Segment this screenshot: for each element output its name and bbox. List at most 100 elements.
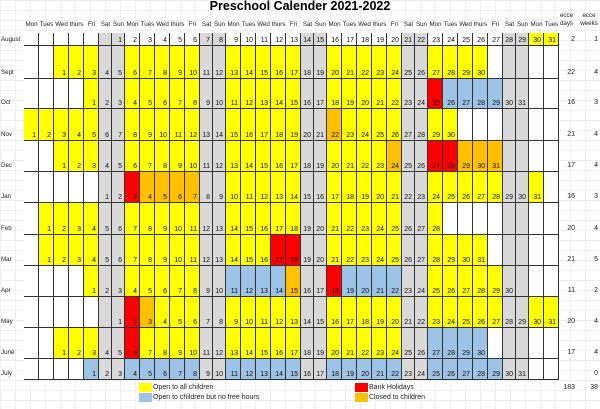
- day-cell: 13: [226, 328, 241, 359]
- day-cell: 28: [415, 109, 428, 141]
- day-cell: 9: [155, 235, 170, 266]
- ecce-days-value: 20: [567, 318, 575, 325]
- total-ecce-days: 183: [563, 384, 575, 391]
- day-cell: 16: [301, 359, 314, 380]
- empty-cell: [516, 203, 529, 235]
- day-header: Sat: [100, 21, 111, 28]
- empty-cell: [529, 266, 544, 297]
- empty-cell: [544, 359, 559, 380]
- day-cell: 5: [99, 235, 112, 266]
- empty-cell: [544, 79, 559, 109]
- day-cell: 2: [69, 46, 84, 79]
- day-cell: 13: [286, 33, 301, 46]
- day-cell: 3: [54, 109, 69, 141]
- empty-cell: [544, 203, 559, 235]
- day-cell: 16: [271, 46, 286, 79]
- day-cell: 18: [327, 266, 342, 297]
- day-cell: 20: [372, 172, 387, 203]
- day-header: Wed: [459, 21, 472, 28]
- day-cell: 17: [256, 109, 271, 141]
- day-cell: 19: [342, 79, 357, 109]
- day-cell: 25: [402, 328, 415, 359]
- day-cell: 21: [372, 79, 387, 109]
- day-cell: 16: [271, 328, 286, 359]
- empty-cell: [69, 79, 84, 109]
- day-cell: 28: [473, 79, 488, 109]
- day-cell: 25: [387, 235, 402, 266]
- day-cell: 16: [327, 297, 342, 328]
- empty-cell: [529, 141, 544, 172]
- day-cell: 30: [529, 297, 544, 328]
- day-cell: 30: [473, 328, 488, 359]
- day-header: Mon: [126, 21, 139, 28]
- day-cell: 6: [125, 141, 140, 172]
- empty-cell: [503, 235, 516, 266]
- day-cell: 28: [443, 328, 458, 359]
- day-cell: 18: [301, 328, 314, 359]
- day-cell: 13: [271, 172, 286, 203]
- day-cell: 7: [200, 297, 213, 328]
- day-cell: 12: [241, 359, 256, 380]
- day-cell: 15: [286, 359, 301, 380]
- day-cell: 7: [140, 328, 155, 359]
- day-cell: 27: [458, 359, 473, 380]
- day-cell: 29: [428, 109, 443, 141]
- day-cell: 4: [99, 46, 112, 79]
- day-cell: 3: [112, 359, 125, 380]
- ecce-weeks-value: 2: [594, 287, 598, 294]
- day-cell: 23: [415, 172, 428, 203]
- day-cell: 27: [428, 328, 443, 359]
- ecce-days-value: 16: [567, 193, 575, 200]
- day-cell: 29: [516, 297, 529, 328]
- empty-cell: [54, 359, 69, 380]
- empty-cell: [54, 172, 69, 203]
- empty-cell: [503, 328, 516, 359]
- day-cell: 16: [256, 235, 271, 266]
- day-cell: 29: [488, 359, 503, 380]
- day-header: thurs: [170, 21, 185, 28]
- month-label: Dec: [1, 162, 13, 169]
- month-label: Oct: [1, 99, 11, 106]
- day-header: Mon: [227, 21, 240, 28]
- day-cell: 24: [387, 328, 402, 359]
- day-cell: 8: [185, 266, 200, 297]
- empty-cell: [24, 172, 39, 203]
- day-cell: 25: [428, 359, 443, 380]
- day-cell: 17: [314, 79, 327, 109]
- day-cell: 16: [301, 266, 314, 297]
- day-cell: 3: [84, 141, 99, 172]
- day-cell: 2: [125, 297, 140, 328]
- empty-cell: [516, 46, 529, 79]
- day-cell: 20: [357, 359, 372, 380]
- day-cell: 22: [357, 141, 372, 172]
- day-cell: 21: [402, 297, 415, 328]
- day-cell: 17: [286, 328, 301, 359]
- day-cell: 3: [140, 33, 155, 46]
- day-cell: 8: [185, 79, 200, 109]
- month-label: Jan: [1, 193, 11, 200]
- empty-cell: [84, 297, 99, 328]
- legend-label-bank-holiday: Bank Holidays: [369, 384, 414, 391]
- day-cell: 1: [84, 79, 99, 109]
- day-cell: 3: [140, 297, 155, 328]
- day-cell: 8: [185, 359, 200, 380]
- day-cell: 20: [327, 328, 342, 359]
- ecce-weeks-value: 4: [594, 225, 598, 232]
- day-header: Sat: [302, 21, 313, 28]
- day-cell: 23: [402, 359, 415, 380]
- ecce-days-value: 17: [567, 349, 575, 356]
- day-cell: 12: [213, 328, 226, 359]
- day-cell: 8: [213, 33, 226, 46]
- day-cell: 2: [54, 235, 69, 266]
- day-cell: 16: [271, 141, 286, 172]
- empty-cell: [24, 297, 39, 328]
- day-cell: 19: [301, 203, 314, 235]
- day-cell: 7: [170, 79, 185, 109]
- day-cell: 17: [327, 172, 342, 203]
- day-cell: 24: [415, 266, 428, 297]
- day-cell: 4: [69, 109, 84, 141]
- day-cell: 20: [357, 79, 372, 109]
- day-cell: 9: [226, 33, 241, 46]
- day-cell: 17: [286, 141, 301, 172]
- day-cell: 4: [84, 235, 99, 266]
